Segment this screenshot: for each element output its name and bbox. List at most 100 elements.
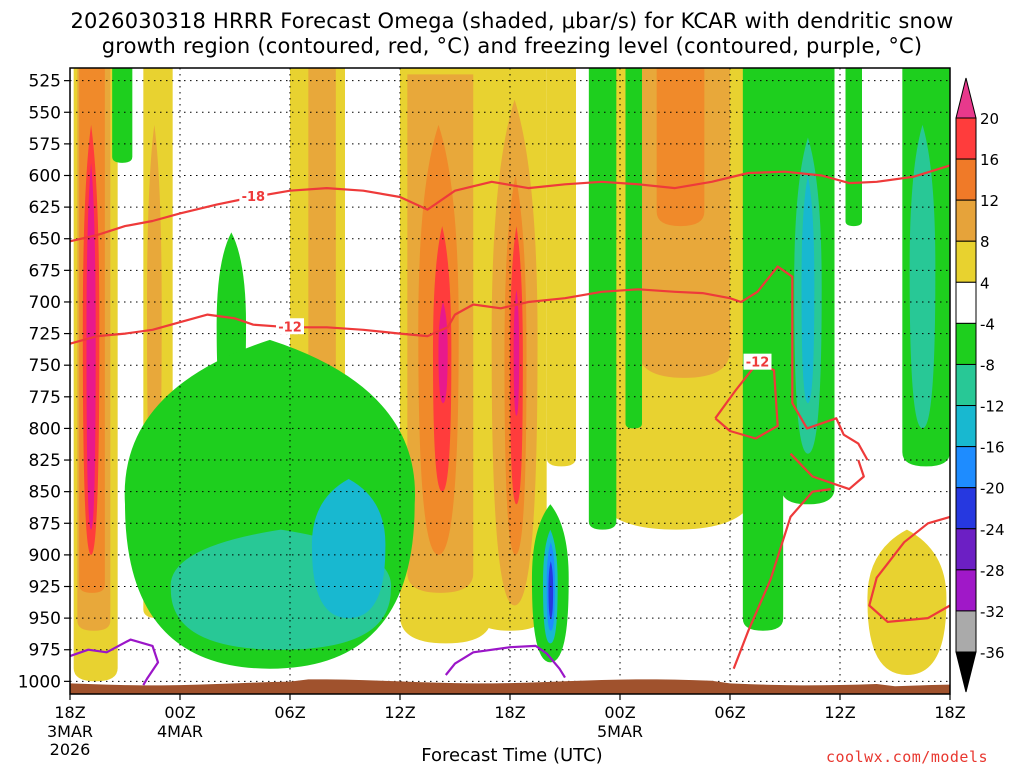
- colorbar-label: 20: [980, 110, 999, 128]
- contour-line: [714, 361, 779, 440]
- contour-line: [789, 452, 865, 491]
- x-tick-sublabel: 3MAR: [47, 722, 93, 741]
- colorbar-bin: [955, 158, 977, 201]
- omega-region: [656, 68, 705, 227]
- x-tick-label: 00Z: [604, 703, 635, 722]
- x-axis-label: Forecast Time (UTC): [421, 745, 603, 766]
- chart-title-line2: growth region (contoured, red, °C) and f…: [101, 34, 923, 58]
- contour-line: [444, 644, 566, 679]
- chart-title-line1: 2026030318 HRRR Forecast Omega (shaded, …: [70, 9, 954, 33]
- contour-line: [69, 638, 160, 686]
- contour-line: [69, 164, 951, 243]
- terrain-surface: [70, 679, 950, 694]
- colorbar-label: 12: [980, 192, 999, 210]
- contour-line: [732, 488, 831, 670]
- omega-region: [742, 68, 784, 631]
- y-tick-label: 950: [29, 609, 61, 629]
- colorbar-label: 16: [980, 151, 999, 169]
- y-tick-label: 850: [29, 483, 61, 503]
- x-tick-label: 18Z: [934, 703, 965, 722]
- omega-region: [513, 289, 520, 416]
- y-tick-label: 925: [29, 578, 61, 598]
- x-tick-label: 18Z: [494, 703, 525, 722]
- x-tick-label: 06Z: [274, 703, 305, 722]
- y-tick-label: 575: [29, 135, 61, 155]
- x-tick-sublabel: 5MAR: [597, 722, 643, 741]
- contour-label-bg: [239, 187, 268, 204]
- colorbar-bin: [955, 322, 977, 365]
- colorbar-bin: [955, 405, 977, 448]
- y-axis: 525 550 575 600 625 650 675 700 725 750 775 800 825 8…: [18, 72, 70, 692]
- omega-region: [801, 175, 815, 404]
- colorbar-label: -8: [980, 356, 995, 374]
- y-tick-label: 900: [29, 546, 61, 566]
- y-tick-label: 825: [29, 451, 61, 471]
- x-tick-label: 00Z: [164, 703, 195, 722]
- contour-label: -12: [746, 356, 770, 371]
- contour-label: -18: [242, 190, 266, 205]
- colorbar-label: 4: [980, 274, 990, 292]
- colorbar-bottom-arrow: [955, 651, 977, 693]
- terrain: [70, 679, 950, 694]
- colorbar-bin: [955, 240, 977, 283]
- omega-region: [546, 68, 576, 467]
- colorbar-bin: [955, 487, 977, 530]
- colorbar-bin: [955, 281, 977, 324]
- colorbar-bin: [955, 528, 977, 571]
- colorbar-top-arrow: [955, 77, 977, 119]
- x-tick-sublabel: 2026: [50, 740, 91, 759]
- colorbar-label: -4: [980, 315, 995, 333]
- colorbar-bin: [955, 610, 977, 653]
- omega-region: [548, 561, 554, 619]
- contour-line: [69, 265, 869, 461]
- y-tick-label: 675: [29, 261, 61, 281]
- y-tick-label: 975: [29, 641, 61, 661]
- omega-region: [86, 162, 96, 530]
- colorbar-bin: [955, 363, 977, 407]
- omega-shading: [73, 68, 950, 682]
- x-tick-label: 12Z: [384, 703, 415, 722]
- contour-label-bg: [276, 318, 304, 335]
- colorbar: 20 16 12 8 4 -4 -8 -12 -16 -20 -24 -28 -32 -36: [955, 77, 1005, 693]
- omega-region: [909, 124, 936, 429]
- y-tick-label: 525: [29, 72, 61, 92]
- y-tick-label: 550: [29, 103, 61, 123]
- y-tick-label: 1000: [18, 672, 61, 692]
- colorbar-label: -28: [980, 562, 1005, 580]
- site-credit[interactable]: coolwx.com/models: [826, 748, 989, 766]
- omega-region: [625, 68, 642, 429]
- x-tick-label: 18Z: [54, 703, 85, 722]
- y-tick-label: 750: [29, 356, 61, 376]
- colorbar-label: -24: [980, 521, 1005, 539]
- colorbar-label: 8: [980, 233, 990, 251]
- omega-region: [112, 68, 133, 163]
- x-tick-label: 12Z: [824, 703, 855, 722]
- y-tick-label: 725: [29, 325, 61, 345]
- x-tick-label: 06Z: [714, 703, 745, 722]
- x-tick-sublabel: 4MAR: [157, 722, 203, 741]
- colorbar-label: -20: [980, 480, 1005, 498]
- omega-region: [308, 68, 336, 454]
- colorbar-label: -12: [980, 398, 1005, 416]
- y-tick-label: 775: [29, 388, 61, 408]
- omega-region: [845, 68, 862, 227]
- contour-line: [868, 515, 951, 623]
- y-tick-label: 600: [29, 166, 61, 186]
- colorbar-label: -32: [980, 603, 1005, 621]
- colorbar-bin: [955, 117, 977, 160]
- y-tick-label: 800: [29, 419, 61, 439]
- contour-label: -12: [278, 320, 302, 335]
- colorbar-bin: [955, 569, 977, 612]
- colorbar-bin: [955, 199, 977, 242]
- colorbar-label: -36: [980, 644, 1005, 662]
- contour-label-bg: [743, 353, 772, 370]
- y-tick-label: 875: [29, 514, 61, 534]
- omega-region: [867, 529, 947, 676]
- temperature-contours: -18 -12 -12: [69, 164, 951, 686]
- y-tick-label: 650: [29, 230, 61, 250]
- omega-region: [311, 479, 386, 619]
- y-tick-label: 625: [29, 198, 61, 218]
- colorbar-bin: [955, 446, 977, 489]
